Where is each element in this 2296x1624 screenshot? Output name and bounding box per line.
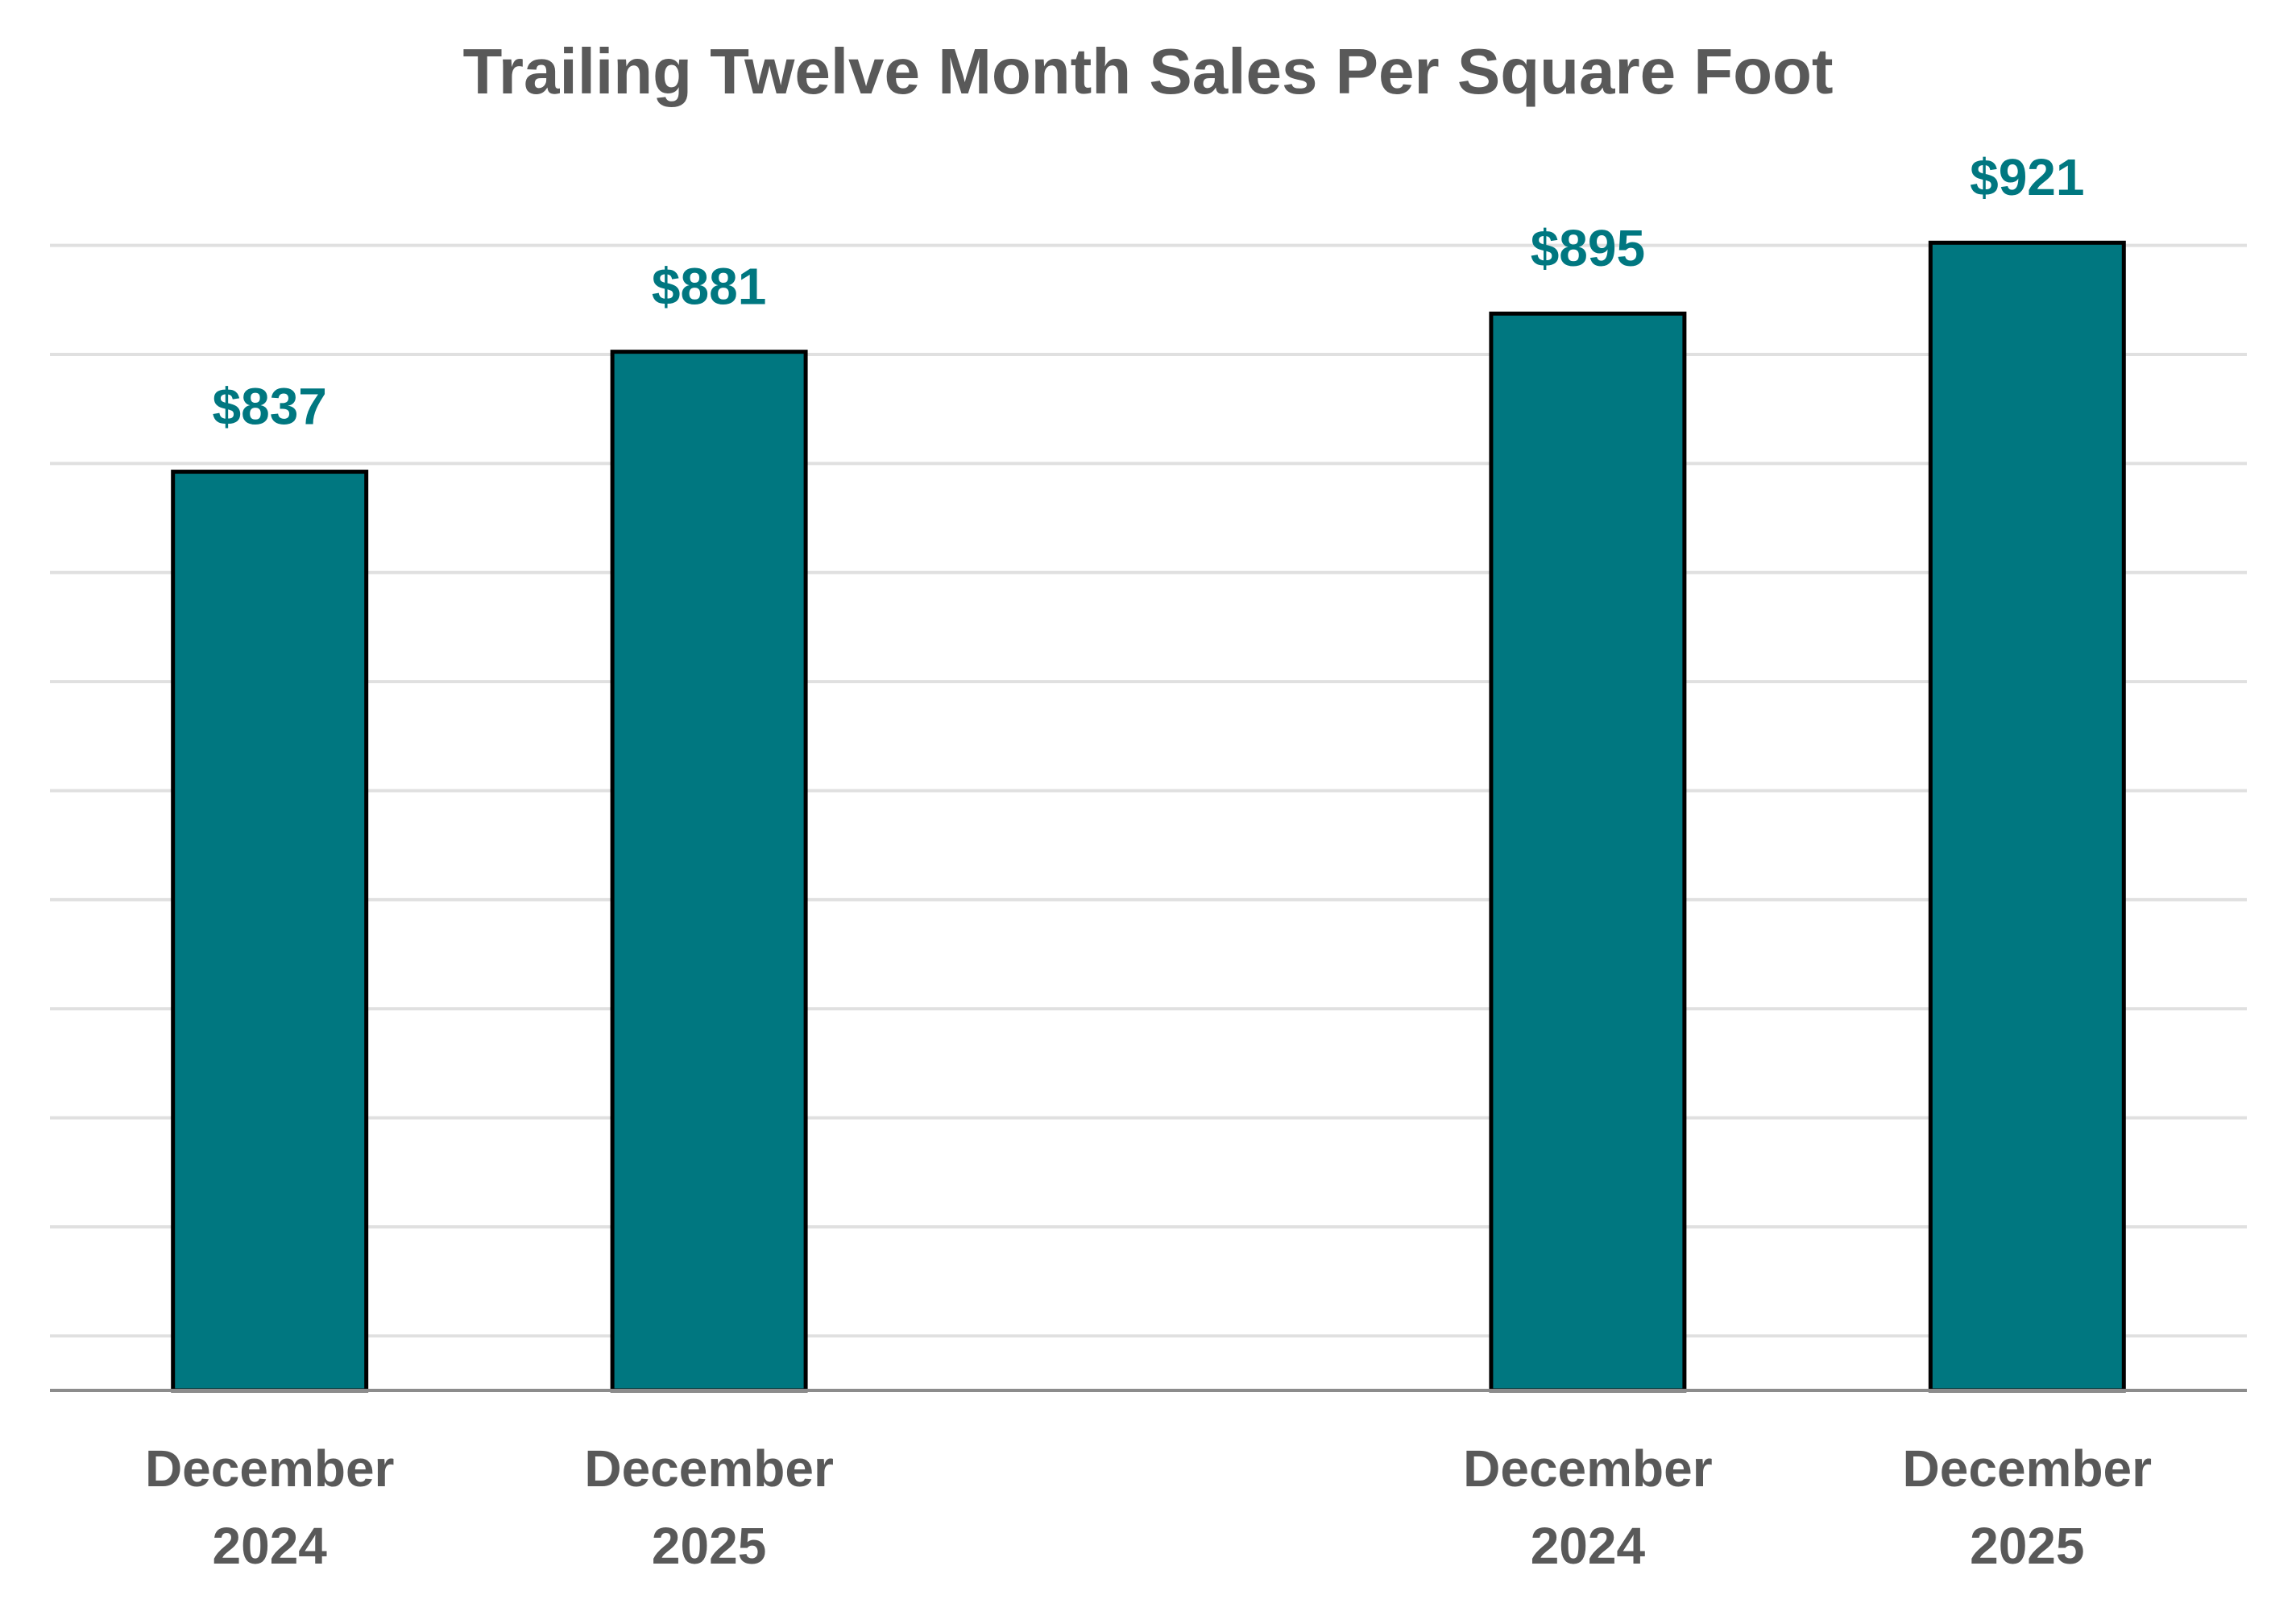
data-label: $837 xyxy=(213,377,327,435)
x-tick-label: December 2024 xyxy=(144,1440,395,1575)
data-label: $881 xyxy=(652,258,766,316)
bar xyxy=(1928,240,2126,1393)
x-tick-label: December 2025 xyxy=(584,1440,834,1575)
x-tick-label: December 2024 xyxy=(1463,1440,1713,1575)
bar xyxy=(610,350,808,1393)
x-tick-label: December 2025 xyxy=(1902,1440,2153,1575)
bar xyxy=(1489,311,1687,1393)
data-label: $895 xyxy=(1531,219,1645,277)
bar xyxy=(171,470,369,1393)
data-label: $921 xyxy=(1970,148,2084,206)
chart-title: Trailing Twelve Month Sales Per Square F… xyxy=(462,35,1833,107)
